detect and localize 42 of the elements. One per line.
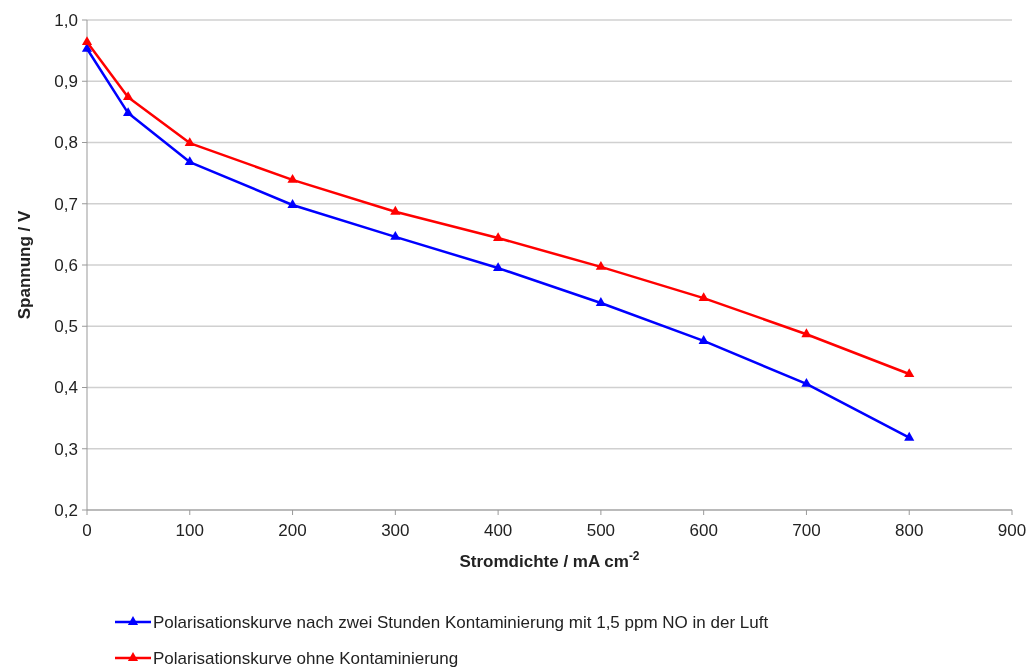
y-tick-label: 0,6 (54, 255, 78, 275)
point (904, 368, 915, 377)
y-tick-label: 0,8 (54, 133, 78, 153)
point (287, 199, 298, 208)
y-tick-label: 0,2 (54, 500, 78, 520)
y-axis-title: Spannung / V (15, 210, 34, 320)
y-tick-label: 0,3 (54, 439, 78, 459)
point (123, 107, 134, 117)
legend-label: Polarisationskurve ohne Kontaminierung (153, 648, 459, 668)
x-tick-label: 400 (483, 521, 513, 540)
y-tick-label: 0,5 (54, 317, 78, 337)
x-tick-label: 200 (278, 521, 307, 540)
point (287, 173, 298, 183)
point (801, 377, 812, 387)
y-tick-label: 0,9 (54, 72, 78, 92)
point (698, 292, 709, 302)
x-tick-label: 100 (175, 521, 204, 540)
point (595, 260, 606, 270)
point (390, 230, 401, 240)
point (595, 297, 606, 306)
point (801, 328, 812, 338)
x-tick-label: 500 (586, 521, 616, 540)
x-tick-label: 600 (689, 521, 718, 540)
x-tick-label: 800 (895, 521, 924, 540)
x-tick-label: 0 (82, 521, 92, 540)
point (493, 262, 504, 272)
x-axis-title: Stromdichte / mA cm$^{-2}$ (459, 549, 640, 571)
x-tick-label: 700 (792, 521, 821, 540)
point (698, 335, 709, 344)
point (123, 91, 134, 101)
y-tick-label: 0,7 (54, 194, 78, 214)
point (390, 205, 401, 215)
x-tick-label: 900 (997, 521, 1027, 540)
x-tick-label: 300 (381, 521, 410, 540)
point (184, 137, 195, 147)
point (81, 36, 93, 45)
point (904, 431, 915, 441)
y-tick-label: 0,4 (54, 378, 78, 398)
point (184, 156, 195, 166)
y-tick-label: 1,0 (54, 10, 78, 30)
point (493, 232, 504, 241)
legend-label: Polarisationskurve nach zwei Stunden Kontaminierung mit 1,5 ppm NO in der Luft (153, 612, 769, 632)
